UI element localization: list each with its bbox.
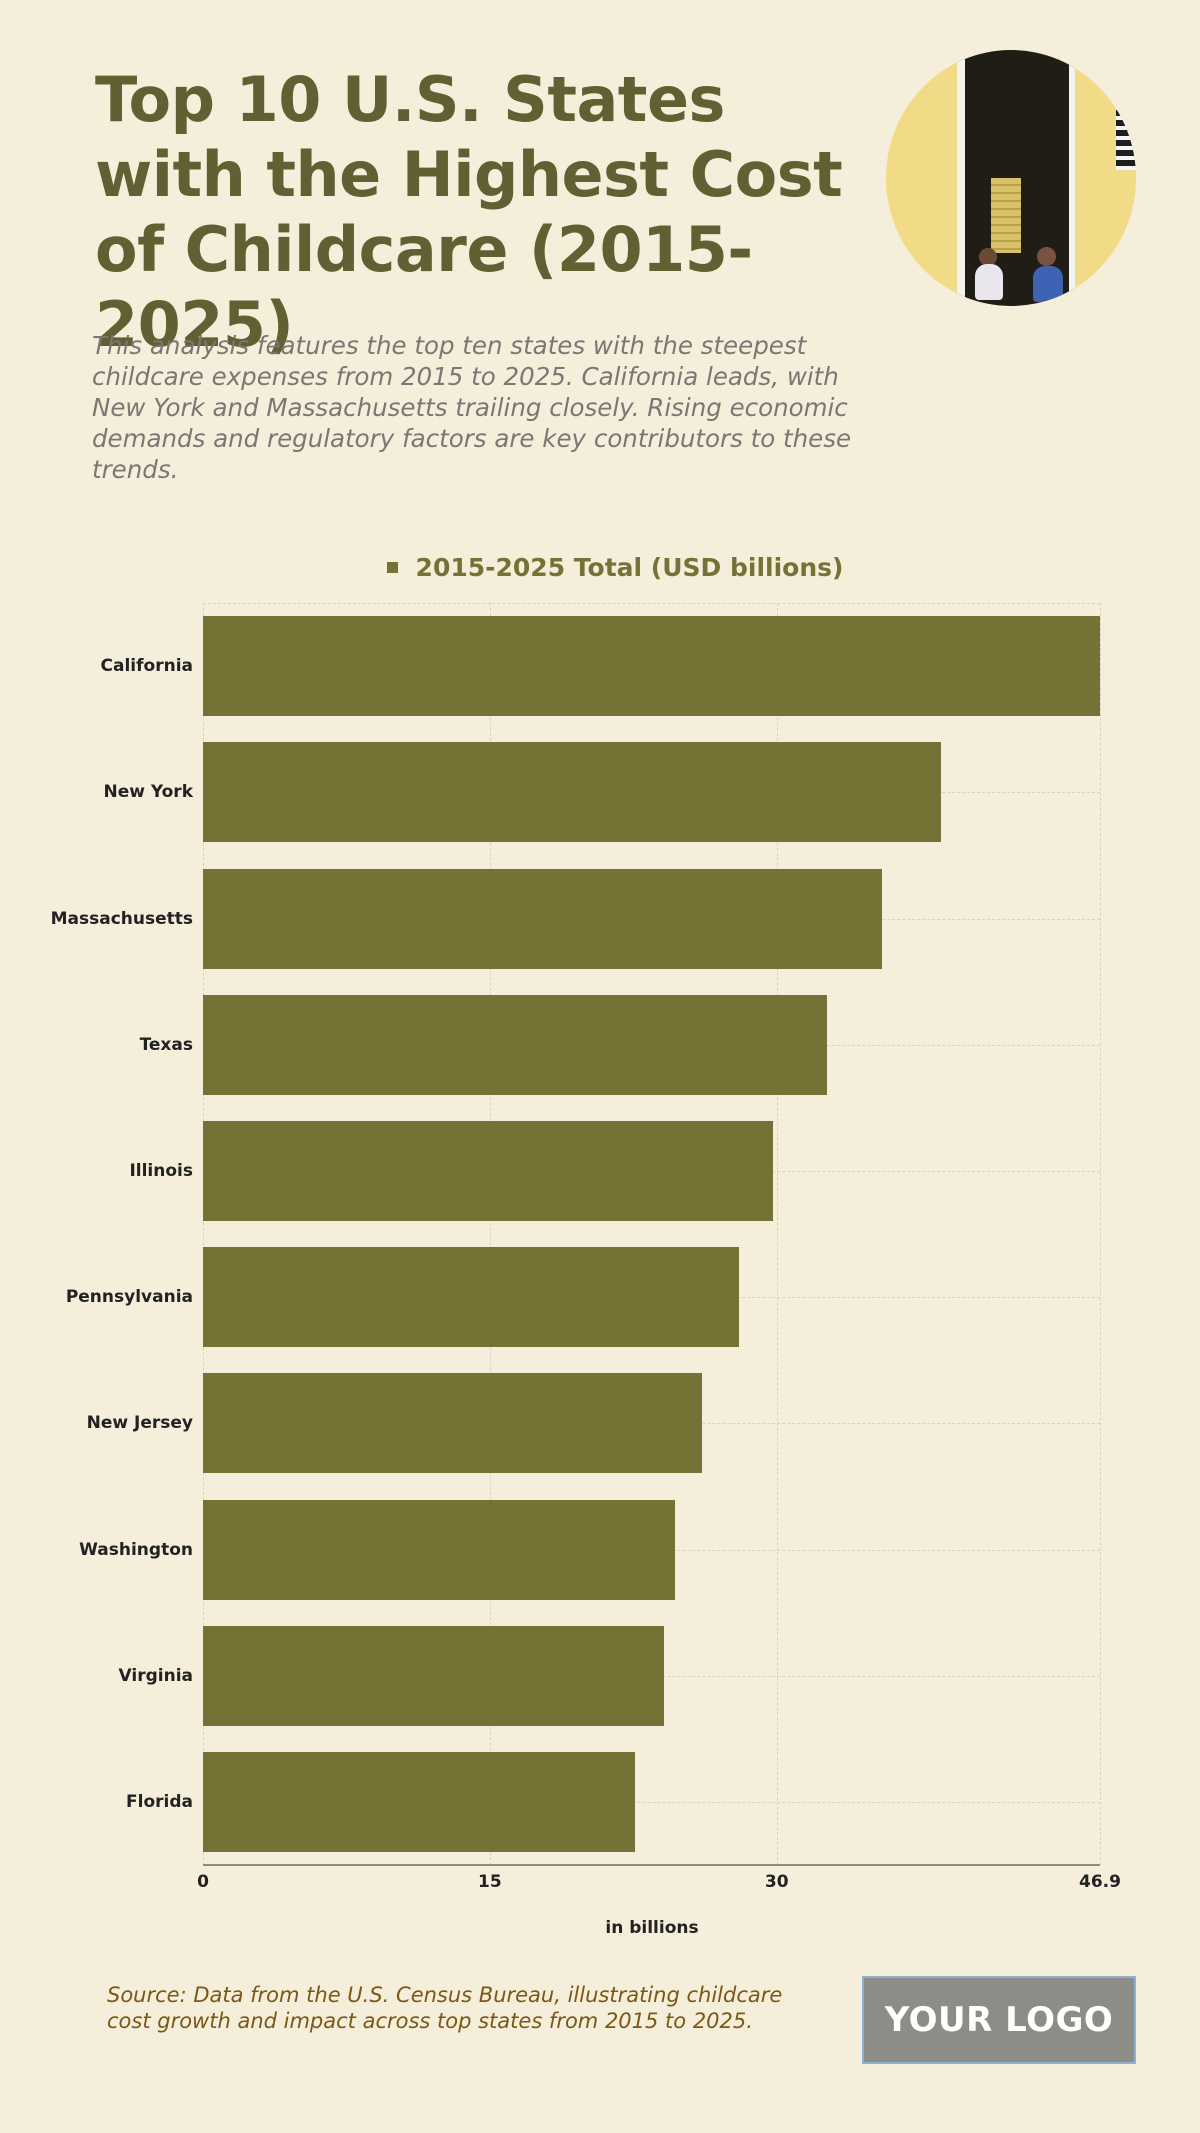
bar-florida[interactable] — [203, 1751, 636, 1852]
gridline-vertical — [1100, 603, 1101, 1865]
y-axis-label: Pennsylvania — [65, 1287, 193, 1308]
y-axis-label: Virginia — [118, 1665, 193, 1686]
source-note: Source: Data from the U.S. Census Bureau… — [107, 1983, 783, 2033]
x-axis-title: in billions — [605, 1918, 699, 1938]
bar-new-jersey[interactable] — [203, 1373, 703, 1474]
bar-virginia[interactable] — [203, 1625, 664, 1726]
y-axis-label: Massachusetts — [50, 908, 193, 929]
gridline-vertical — [203, 603, 204, 1865]
y-axis-label: New Jersey — [86, 1413, 193, 1434]
bar-chart-plot-area — [203, 603, 1101, 1866]
x-axis-tick-label: 46.9 — [1079, 1872, 1121, 1892]
y-axis-label: Washington — [79, 1539, 193, 1560]
gridline-horizontal — [203, 1801, 1100, 1803]
bar-california[interactable] — [203, 616, 1100, 717]
bar-washington[interactable] — [203, 1499, 676, 1600]
x-axis-tick-label: 30 — [764, 1872, 789, 1892]
x-axis-tick-label: 15 — [478, 1872, 502, 1892]
bar-pennsylvania[interactable] — [203, 1247, 739, 1348]
y-axis-label: Texas — [139, 1034, 193, 1055]
bar-massachusetts[interactable] — [203, 868, 882, 969]
y-axis-label: New York — [103, 782, 194, 803]
bar-illinois[interactable] — [203, 1120, 773, 1221]
bar-new-york[interactable] — [203, 742, 942, 843]
page-title: Top 10 U.S. States with the Highest Cost… — [95, 63, 843, 361]
doorway-graphic — [957, 50, 1075, 306]
legend-swatch-icon — [386, 562, 398, 573]
x-axis-tick-label: 0 — [197, 1872, 209, 1892]
page-subtitle: This analysis features the top ten state… — [92, 331, 852, 484]
logo-placeholder: YOUR LOGO — [862, 1976, 1136, 2064]
y-axis-label: Florida — [126, 1791, 193, 1812]
gridline-vertical — [776, 603, 778, 1865]
legend-label: 2015-2025 Total (USD billions) — [415, 553, 844, 582]
chart-legend: 2015-2025 Total (USD billions) — [0, 553, 1200, 582]
y-axis-label: Illinois — [129, 1160, 193, 1181]
gridline-horizontal — [203, 603, 1100, 604]
x-axis-line — [203, 1864, 1100, 1866]
gridline-vertical — [489, 603, 491, 1865]
header-photo — [886, 50, 1136, 306]
y-axis-label: California — [100, 656, 193, 677]
bar-texas[interactable] — [203, 994, 827, 1095]
